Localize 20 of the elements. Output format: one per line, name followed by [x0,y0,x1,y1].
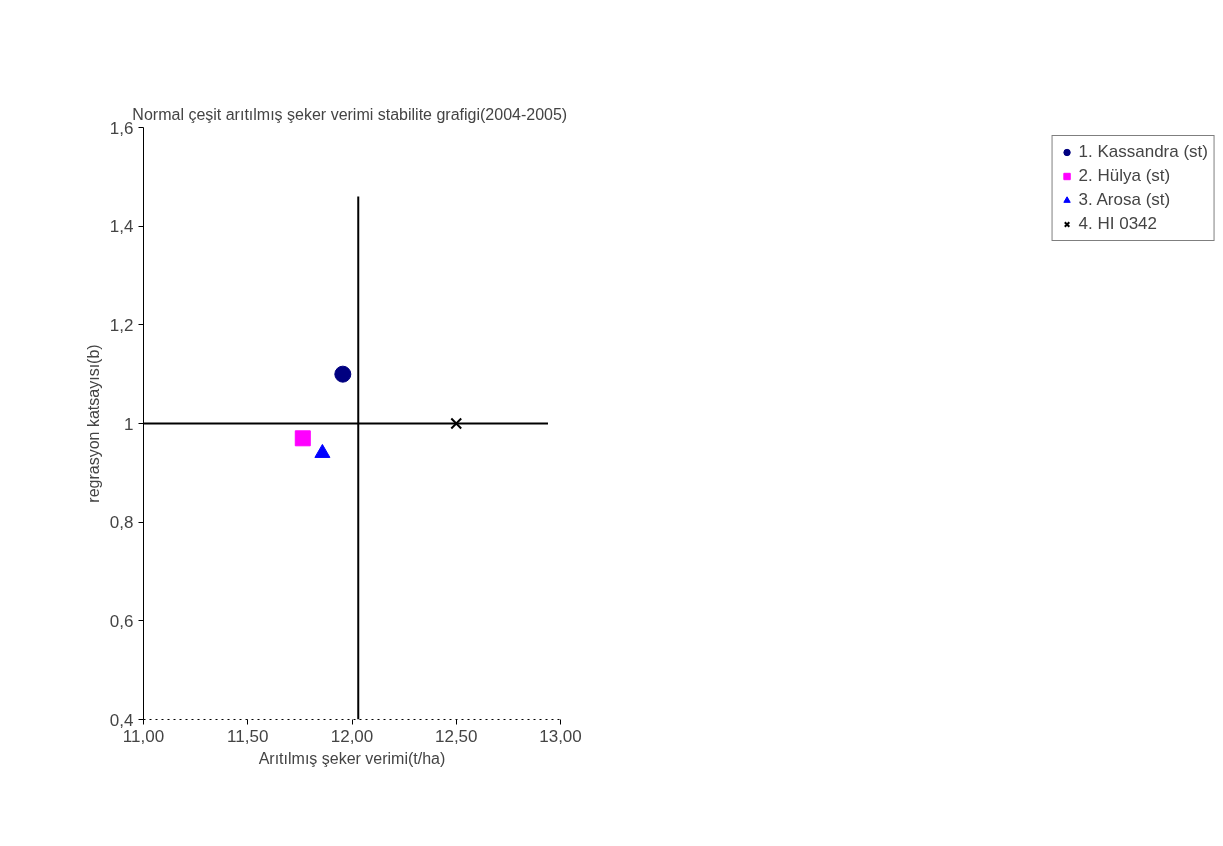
x-tick-label: 12,00 [330,726,374,746]
chart-title: Normal çeşit arıtılmış şeker verimi stabilite grafigi(2004-2005) [132,105,568,123]
x-axis-title: Arıtılmış şeker verimi(t/ha) [258,749,446,767]
x-tick-label: 12,50 [434,726,478,746]
y-tick-label: 0,8 [109,513,134,533]
y-tick-label: 1,2 [109,315,134,335]
x-tick-label: 13,00 [539,726,582,746]
point [294,430,311,447]
legend-label: 3. Arosa (st) [1078,190,1171,210]
x-tick-label: 11,50 [227,726,269,746]
y-tick-label: 1,6 [109,118,134,138]
legend-label: 4. HI 0342 [1078,214,1157,234]
legend-label: 2. Hülya (st) [1078,166,1171,186]
y-tick-label: 1,4 [109,217,134,237]
point [334,365,352,383]
y-axis-title: regrasyon katsayısı(b) [84,344,102,503]
point [450,417,463,430]
y-tick-label: 0,6 [109,611,134,631]
legend-label: 1. Kassandra (st) [1078,142,1208,162]
y-tick-label: 1 [124,414,134,434]
